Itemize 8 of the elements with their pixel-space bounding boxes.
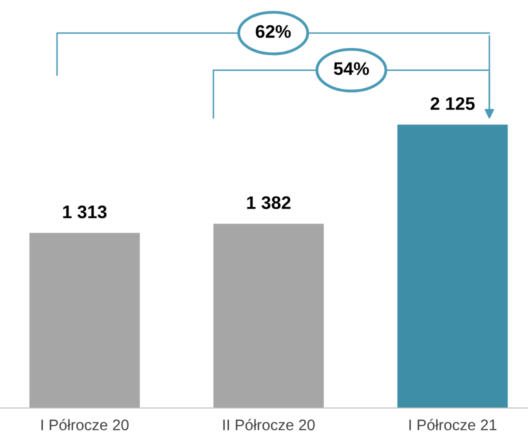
x-tick-label: I Półrocze 21 — [409, 418, 496, 430]
text: 62% — [256, 25, 291, 38]
data-label: 1 382 — [247, 196, 290, 210]
data-label: 2 125 — [430, 97, 475, 110]
data-label: 1 313 — [63, 205, 107, 218]
x-tick-label: I Półrocze 20 — [41, 418, 129, 430]
text: 54% — [334, 62, 369, 76]
x-tick-label: II Półrocze 20 — [223, 418, 315, 430]
